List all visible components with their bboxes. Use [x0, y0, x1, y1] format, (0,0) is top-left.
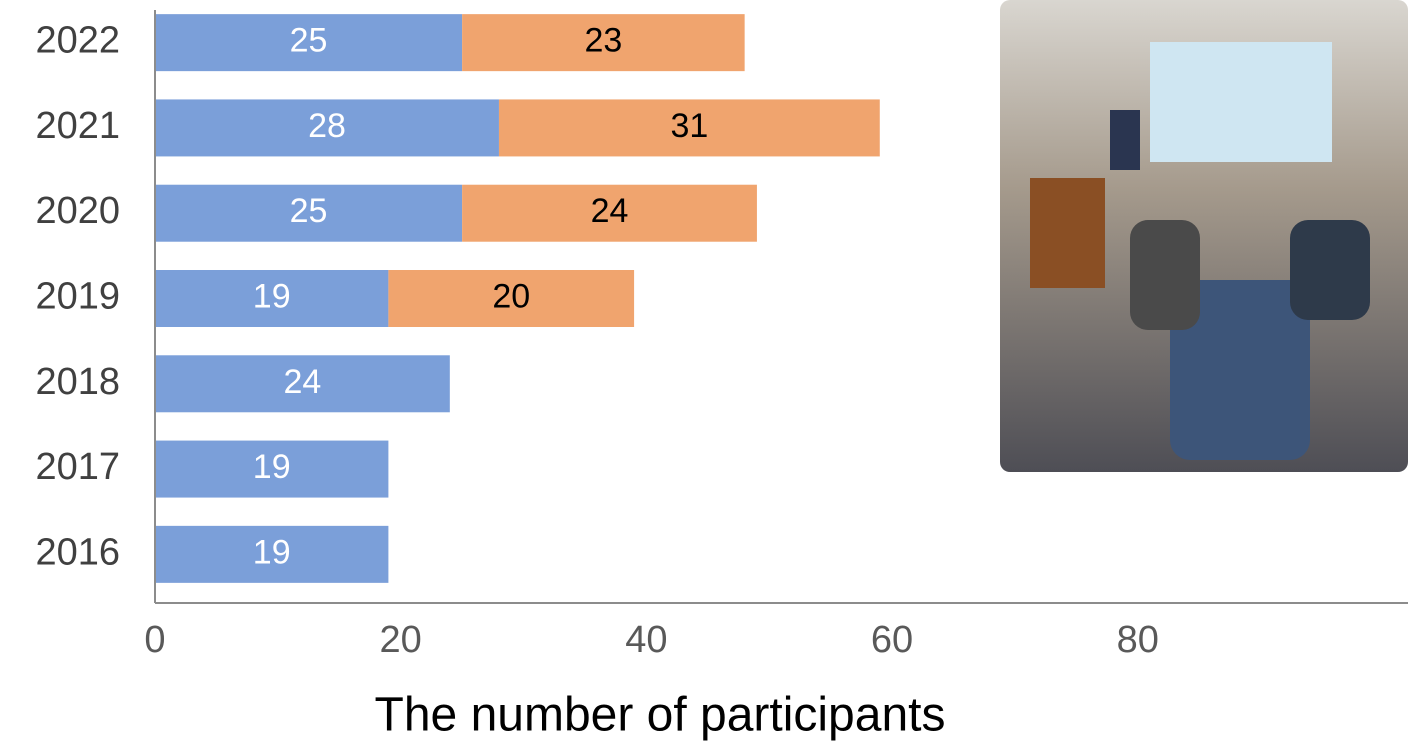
bar	[155, 440, 389, 498]
value-label: 19	[253, 533, 291, 571]
value-label: 23	[584, 22, 622, 60]
x-axis-title: The number of participants	[375, 689, 946, 742]
value-label: 25	[290, 192, 328, 230]
x-tick-label: 0	[144, 619, 165, 661]
value-label: 31	[670, 107, 708, 145]
value-label: 28	[308, 107, 346, 145]
value-label: 24	[283, 363, 321, 401]
x-tick-label: 80	[1117, 619, 1159, 661]
y-tick-label: 2021	[35, 105, 120, 147]
y-tick-label: 2019	[35, 276, 120, 318]
value-label: 19	[253, 277, 291, 315]
bar	[498, 99, 880, 157]
bar	[155, 99, 499, 157]
bar	[462, 14, 745, 72]
y-tick-label: 2018	[35, 361, 120, 403]
bar	[155, 270, 389, 327]
photo	[1000, 0, 1408, 472]
y-tick-label: 2022	[35, 20, 120, 62]
value-label: 20	[492, 277, 530, 315]
value-label: 25	[290, 22, 328, 60]
bar	[155, 184, 463, 242]
value-label: 19	[253, 448, 291, 486]
x-tick-label: 40	[625, 619, 667, 661]
y-tick-label: 2016	[35, 531, 120, 573]
bar	[388, 270, 635, 327]
x-tick-label: 60	[871, 619, 913, 661]
y-tick-label: 2020	[35, 190, 120, 232]
bar	[155, 525, 389, 583]
y-tick-label: 2017	[35, 446, 120, 488]
bar	[462, 184, 757, 242]
bar	[155, 14, 463, 72]
x-tick-label: 20	[380, 619, 422, 661]
bar	[155, 355, 450, 413]
value-label: 24	[591, 192, 629, 230]
